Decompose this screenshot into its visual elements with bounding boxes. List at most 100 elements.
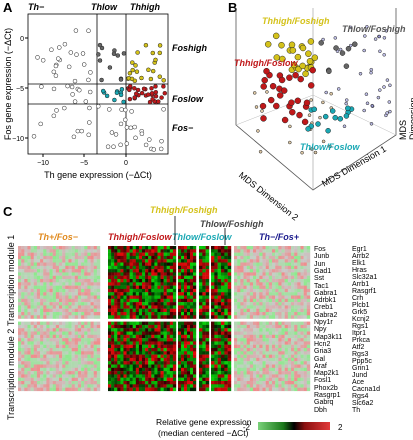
heatmap-cell — [237, 354, 241, 359]
heatmap-cell — [287, 272, 292, 276]
heatmap-cell — [294, 381, 298, 385]
scatter-point — [132, 86, 137, 91]
heatmap-cell — [40, 351, 44, 355]
heatmap-cell — [138, 269, 143, 273]
heatmap-cell — [224, 298, 228, 303]
scatter-point — [158, 146, 164, 152]
heatmap-cell — [265, 315, 270, 319]
heatmap-cell — [84, 377, 88, 382]
heatmap-cell — [240, 255, 244, 260]
mds-point — [276, 92, 284, 99]
heatmap-cell — [21, 348, 25, 352]
heatmap-cell — [30, 275, 34, 280]
heatmap-cell — [249, 367, 254, 372]
heatmap-cell — [256, 265, 260, 270]
scatter-point — [151, 147, 157, 152]
heatmap-cell — [55, 312, 60, 316]
scatter-point — [119, 107, 124, 112]
heatmap-cell — [123, 387, 127, 392]
heatmap-cell — [234, 292, 238, 296]
heatmap-cell — [284, 321, 289, 326]
mds-point — [337, 116, 344, 122]
heatmap-cell — [126, 384, 130, 388]
heatmap-cell — [145, 348, 149, 352]
heatmap-cell — [24, 288, 28, 293]
heatmap-cell — [211, 324, 215, 329]
heatmap-cell — [278, 371, 282, 375]
heatmap-cell — [93, 381, 98, 385]
heatmap-cell — [55, 344, 60, 349]
heatmap-cell — [71, 384, 75, 388]
heatmap-cell — [24, 282, 28, 286]
heatmap-cell — [126, 344, 130, 349]
heatmap-cell — [306, 295, 311, 299]
heatmap-cell — [138, 282, 143, 286]
heatmap-cell — [30, 334, 34, 339]
heatmap-cell — [84, 324, 88, 329]
heatmap-cell — [59, 279, 63, 283]
heatmap-cell — [59, 384, 63, 388]
heatmap-cell — [24, 387, 28, 392]
heatmap-cell — [129, 298, 133, 303]
heatmap-cell — [87, 344, 91, 349]
heatmap-cell — [227, 252, 232, 257]
heatmap-cell — [281, 279, 285, 283]
heatmap-cell — [300, 288, 304, 293]
heatmap-cell — [284, 331, 289, 335]
heatmap-cell — [253, 315, 257, 319]
heatmap-cell — [221, 315, 225, 319]
heatmap-cell — [281, 262, 285, 266]
heatmap-cell — [21, 305, 25, 309]
heatmap-cell — [199, 302, 203, 306]
heatmap-cell — [49, 255, 53, 260]
heatmap-cell — [300, 246, 304, 250]
heatmap-cell — [55, 265, 60, 270]
heatmap-cell — [193, 305, 197, 309]
heatmap-cell — [52, 269, 57, 273]
heatmap-cell — [123, 292, 127, 296]
heatmap-cell — [300, 295, 304, 299]
heatmap-cell — [160, 295, 164, 299]
heatmap-cell — [211, 259, 215, 263]
heatmap-cell — [21, 331, 25, 335]
heatmap-cell — [81, 328, 85, 332]
heatmap-cell — [284, 298, 289, 303]
heatmap-cell — [138, 305, 143, 309]
heatmap-cell — [237, 272, 241, 276]
heatmap-cell — [253, 255, 257, 260]
heatmap-cell — [306, 381, 311, 385]
heatmap-cell — [256, 298, 260, 303]
heatmap-cell — [90, 265, 94, 270]
heatmap-cell — [77, 269, 82, 273]
heatmap-cell — [24, 328, 28, 332]
heatmap-cell — [187, 328, 191, 332]
heatmap-cell — [249, 354, 254, 359]
heatmap-cell — [211, 312, 215, 316]
mds-point — [311, 106, 318, 113]
heatmap-cell — [129, 328, 133, 332]
heatmap-cell — [24, 367, 28, 372]
heatmap-cell — [21, 265, 25, 270]
heatmap-cell — [243, 364, 247, 368]
heatmap-cell — [169, 255, 174, 260]
heatmap-cell — [160, 364, 164, 368]
heatmap-cell — [62, 262, 66, 266]
heatmap-cell — [300, 252, 304, 257]
heatmap-cell — [303, 265, 308, 270]
heatmap-cell — [145, 269, 149, 273]
heatmap-cell — [126, 288, 130, 293]
heatmap-cell — [259, 354, 263, 359]
heatmap-cell — [36, 259, 41, 263]
heatmap-cell — [214, 348, 218, 352]
heatmap-cell — [284, 272, 289, 276]
heatmap-cell — [71, 381, 75, 385]
heatmap-cell — [138, 255, 143, 260]
heatmap-cell — [43, 377, 47, 382]
heatmap-cell — [148, 265, 152, 270]
mds-point — [278, 41, 285, 49]
heatmap-cell — [281, 285, 285, 290]
heatmap-cell — [138, 252, 143, 257]
heatmap-cell — [49, 308, 53, 313]
heatmap-cell — [187, 341, 191, 345]
heatmap-cell — [145, 324, 149, 329]
